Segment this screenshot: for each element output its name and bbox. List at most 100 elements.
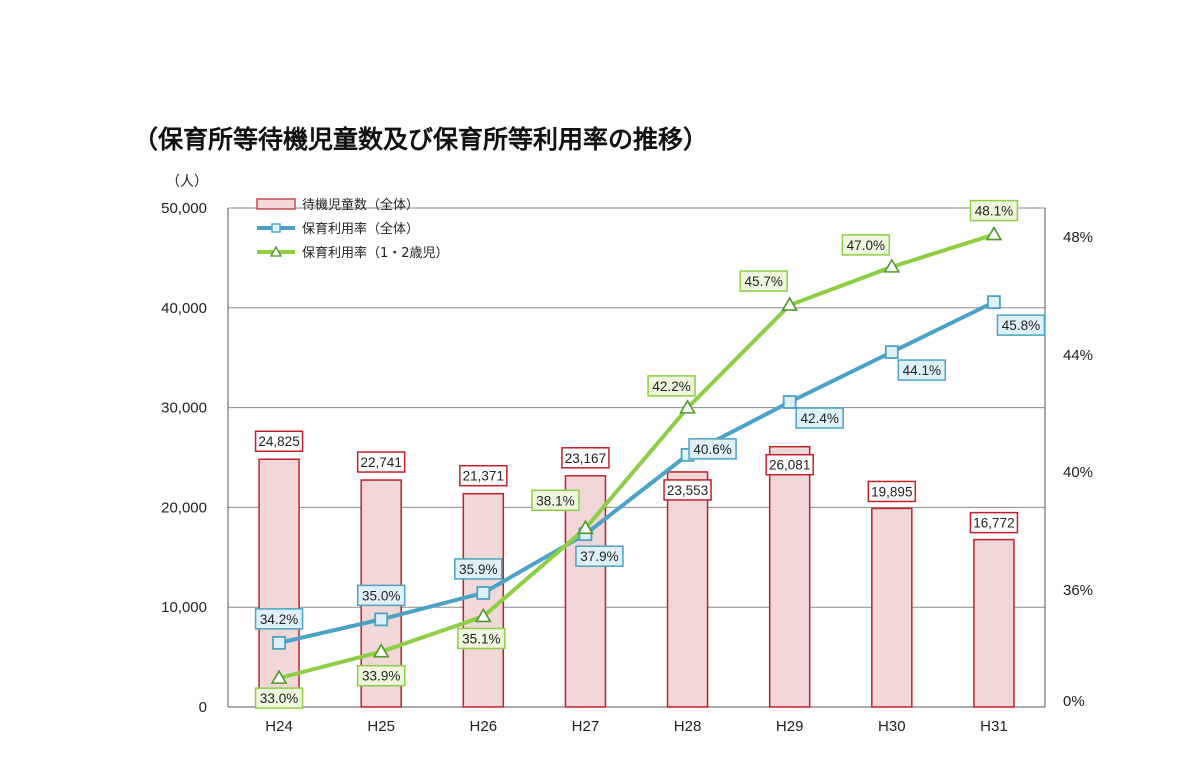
total-rate-label-text: 42.4% — [801, 411, 839, 426]
square-marker — [987, 295, 1001, 310]
y2-tick-label: 36% — [1063, 582, 1093, 599]
age12-rate-label: 42.2% — [647, 375, 696, 397]
series-line-age12 — [278, 232, 995, 681]
y-tick-label: 10,000 — [161, 599, 207, 616]
age12-rate-label-text: 33.0% — [260, 691, 298, 706]
x-tick-label: H24 — [265, 718, 293, 735]
triangle-marker — [270, 669, 288, 684]
y-tick-label: 0 — [199, 699, 207, 716]
bar — [973, 538, 1015, 708]
y-tick-label: 40,000 — [161, 300, 207, 317]
age12-rate-label: 47.0% — [841, 234, 891, 256]
total-rate-label: 45.8% — [996, 314, 1046, 336]
y2-tick-label: 0% — [1063, 693, 1085, 710]
bar-label-box — [867, 480, 917, 503]
bar-label: 19,895 — [867, 480, 917, 503]
total-rate-label: 34.2% — [254, 608, 304, 630]
series-line-total — [278, 300, 995, 645]
total-rate-label: 44.1% — [897, 359, 947, 381]
legend-label: 待機児童数（全体） — [302, 197, 419, 213]
triangle-marker — [577, 519, 594, 535]
square-marker — [782, 395, 797, 409]
x-tick-label: H25 — [367, 718, 395, 735]
line-series — [270, 225, 1003, 684]
total-rate-label-box — [454, 558, 503, 580]
total-rate-label-text: 45.8% — [1002, 318, 1040, 333]
total-rate-label-text: 34.2% — [260, 612, 298, 627]
bar-label-box — [561, 447, 610, 469]
total-rate-label-text: 35.9% — [459, 562, 497, 577]
bar-label-text: 26,081 — [769, 458, 810, 473]
y-axis-unit: （人） — [166, 174, 208, 190]
total-rate-label-text: 44.1% — [903, 363, 941, 378]
bar-label-text: 16,772 — [973, 516, 1014, 531]
age12-rate-label-text: 42.2% — [652, 379, 690, 394]
triangle-marker — [781, 296, 799, 311]
bar-label-text: 23,167 — [565, 451, 606, 466]
age12-rate-label: 48.1% — [969, 199, 1019, 222]
total-rate-label: 35.9% — [454, 558, 503, 580]
age12-rate-label: 45.7% — [739, 270, 788, 292]
bar-label-box — [356, 451, 406, 473]
legend-label: 保育利用率（全体） — [302, 221, 419, 237]
bar-label-box — [765, 453, 814, 476]
bar-label-text: 22,741 — [361, 455, 402, 470]
bar-label-box — [663, 479, 712, 501]
age12-rate-label-text: 48.1% — [975, 204, 1013, 219]
total-rate-label-box — [254, 608, 304, 630]
legend-marker-square — [271, 223, 281, 233]
bar — [768, 445, 811, 708]
y-tick-label: 20,000 — [161, 499, 207, 516]
bar-label: 16,772 — [969, 511, 1019, 534]
total-rate-label: 35.0% — [356, 584, 406, 607]
bar-label: 26,081 — [765, 453, 814, 476]
triangle-marker — [679, 399, 696, 414]
total-rate-label-text: 35.0% — [362, 588, 400, 603]
bar — [462, 492, 505, 708]
chart-title: （保育所等待機児童数及び保育所等利用率の推移） — [133, 125, 708, 154]
age12-rate-label-text: 47.0% — [847, 238, 885, 253]
gridlines — [228, 207, 1045, 608]
axes — [227, 208, 1046, 708]
age12-rate-label-box — [739, 270, 788, 292]
total-rate-label-box — [688, 438, 737, 460]
x-tick-label: H27 — [572, 718, 600, 735]
age12-rate-label-box — [969, 199, 1019, 222]
triangle-marker — [985, 225, 1003, 241]
age12-rate-label: 33.9% — [356, 664, 406, 687]
square-marker — [476, 586, 491, 600]
age12-rate-label-text: 33.9% — [362, 669, 400, 684]
legend-marker-triangle — [269, 245, 283, 257]
total-rate-label: 37.9% — [575, 545, 624, 567]
x-tick-label: H28 — [674, 718, 702, 735]
y2-tick-label: 44% — [1063, 347, 1093, 364]
x-tick-label: H30 — [878, 718, 906, 735]
total-rate-label-box — [356, 584, 406, 607]
square-marker — [374, 612, 389, 627]
square-marker — [884, 345, 899, 359]
bar-label: 21,371 — [459, 464, 508, 487]
age12-rate-label-box — [356, 664, 406, 687]
bar-label-box — [254, 430, 304, 452]
y-tick-label: 30,000 — [161, 400, 207, 417]
tick-labels: 0 10,000 20,000 30,000 40,000 50,000 0% 36% 40% 4… — [161, 200, 1093, 735]
x-tick-label: H29 — [776, 718, 804, 735]
bar — [258, 458, 300, 708]
bar-label: 22,741 — [356, 451, 406, 473]
triangle-marker — [883, 258, 901, 273]
x-tick-label: H31 — [980, 718, 1008, 735]
age12-rate-label-box — [254, 687, 304, 709]
legend: 待機児童数（全体） 保育利用率（全体） 保育利用率（1・2歳児） — [256, 197, 449, 261]
age12-rate-label-text: 45.7% — [745, 274, 783, 289]
bar-label-box — [969, 511, 1019, 534]
age12-rate-label-text: 38.1% — [536, 493, 574, 508]
age12-rate-label-box — [841, 234, 891, 256]
legend-label: 保育利用率（1・2歳児） — [302, 245, 449, 261]
total-rate-label-box — [996, 314, 1046, 336]
bar-label: 23,553 — [663, 479, 712, 501]
total-rate-label-box — [575, 545, 624, 567]
triangle-marker — [372, 643, 390, 658]
bar-label-text: 23,553 — [667, 483, 708, 498]
total-rate-label: 40.6% — [688, 438, 737, 460]
